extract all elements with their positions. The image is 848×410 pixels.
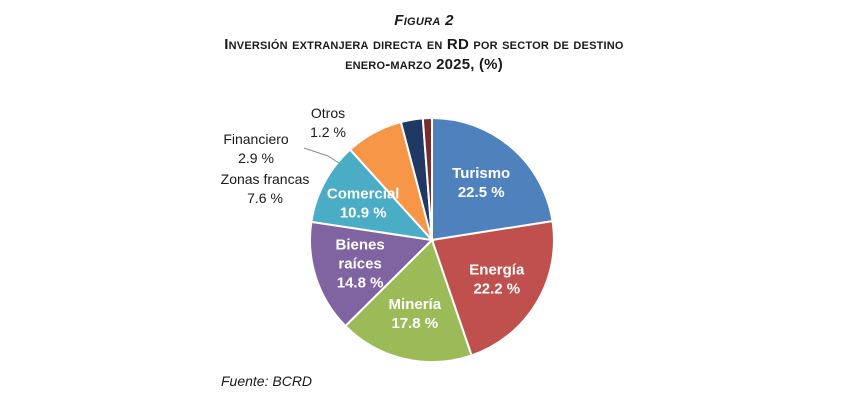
slice-value-bienes-raices: 14.8 % [337,275,384,292]
slice-labels: Turismo 22.5 % Energía 22.2 % Minería 17.8 % B… [221,105,525,332]
chart-title-line-1: Inversión extranjera directa en RD por s… [224,36,624,53]
slice-mineria [343,238,473,363]
slice-value-otros: 1.2 % [310,124,346,140]
slice-turismo [431,116,554,242]
slice-label-financiero: Financiero [223,131,289,147]
leader-line-financiero [303,147,340,164]
slice-label-bienes-raices: raíces [338,256,381,273]
slice-label-comercial: Comercial [327,186,400,203]
slice-label-mineria: Minería [389,296,442,313]
slice-label-bienes-raices: Bienes [335,237,384,254]
chart-title-line-2: enero-marzo 2025, (%) [345,56,503,73]
slice-label-energia: Energía [469,262,525,279]
slice-value-mineria: 17.8 % [391,315,438,332]
slice-value-energia: 22.2 % [473,281,520,298]
slice-value-turismo: 22.5 % [458,184,505,201]
source-note: Fuente: BCRD [221,373,313,389]
slice-otros [421,116,433,241]
figure-label: Figura 2 [394,12,454,29]
slice-comercial [310,148,435,242]
chart-title: Inversión extranjera directa en RD por s… [0,35,848,75]
leader-lines [303,147,340,164]
slice-energia [430,219,555,357]
slice-bienes-raices [309,220,435,328]
slice-value-zonas-francas: 7.6 % [247,190,283,206]
slice-label-turismo: Turismo [452,165,510,182]
slice-label-zonas-francas: Zonas francas [221,171,310,187]
slice-value-comercial: 10.9 % [340,205,387,222]
pie-slices [309,116,555,363]
slice-label-otros: Otros [311,105,345,121]
slice-value-financiero: 2.9 % [238,150,274,166]
